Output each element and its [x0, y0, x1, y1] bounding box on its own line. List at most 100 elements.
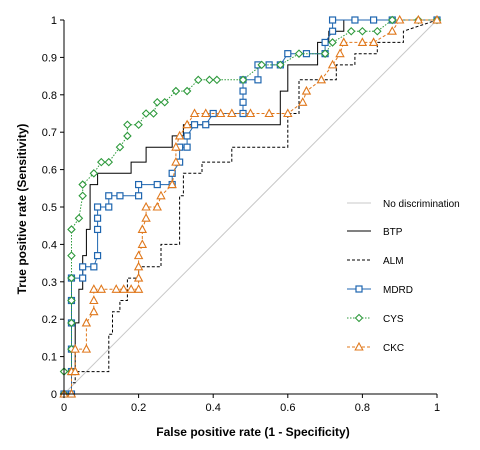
cys-point	[328, 38, 337, 47]
cys-point	[123, 131, 132, 141]
ckc-point	[297, 97, 308, 106]
cys-point	[141, 109, 151, 118]
y-tick-label: 0.1	[42, 352, 57, 364]
y-tick-label: 0.8	[42, 90, 57, 102]
cys-point	[276, 60, 285, 70]
cys-point	[123, 120, 132, 129]
legend-label-alm: ALM	[383, 256, 404, 267]
mdrd-point	[135, 180, 143, 189]
mdrd-point	[239, 98, 247, 106]
y-tick-label: 0.7	[42, 127, 57, 139]
cys-point	[74, 213, 84, 223]
mdrd-point	[153, 180, 161, 189]
legend-item-ckc: CKC	[347, 341, 404, 354]
ckc-point	[133, 284, 144, 293]
cys-point	[182, 86, 192, 96]
legend: No discrimination BTP ALM MDRD CYS CKC	[347, 199, 460, 354]
cys-point	[205, 75, 214, 85]
legend-label-btp: BTP	[383, 227, 403, 238]
ckc-point	[368, 37, 379, 46]
ckc-point	[394, 14, 405, 24]
series-alm	[64, 19, 438, 395]
ckc-point	[387, 26, 397, 35]
alm-line	[64, 19, 438, 395]
legend-item-alm: ALM	[347, 256, 404, 267]
ckc-point	[357, 37, 368, 46]
cys-point	[152, 98, 162, 107]
cys-point	[346, 26, 356, 36]
y-tick-label: 1	[51, 15, 57, 27]
series-ckc	[59, 14, 442, 398]
mdrd-point	[93, 214, 102, 222]
cys-point	[78, 191, 87, 201]
ckc-point	[171, 142, 181, 151]
cys-point	[149, 109, 158, 118]
mdrd-point	[105, 192, 113, 200]
ckc-point	[89, 284, 99, 293]
ckc-point	[152, 201, 162, 211]
mdrd-point	[93, 252, 102, 260]
x-tick-label: 0.2	[131, 402, 146, 414]
ckc-point	[171, 156, 181, 166]
y-tick-label: 0	[51, 389, 57, 401]
y-axis-title: True positive rate (Sensitivity)	[15, 124, 29, 295]
cys-point	[67, 318, 76, 328]
ckc-point	[215, 108, 226, 118]
mdrd-point	[79, 263, 87, 271]
series-no-discrimination	[63, 19, 438, 395]
mdrd-point	[254, 76, 262, 84]
plot-area	[59, 14, 442, 399]
y-tick-label: 0.3	[42, 277, 57, 289]
mdrd-point	[93, 203, 102, 211]
ckc-point	[96, 284, 107, 293]
cys-point	[212, 75, 222, 85]
ckc-point	[156, 190, 166, 200]
cys-point	[67, 296, 76, 305]
mdrd-point	[190, 121, 199, 129]
ckc-point	[81, 343, 92, 353]
mdrd-point	[183, 143, 191, 151]
y-tick-label: 0.9	[42, 52, 57, 64]
ckc-point	[316, 74, 327, 84]
ckc-point	[182, 119, 192, 129]
ckc-point	[432, 14, 442, 24]
mdrd-point	[328, 16, 337, 24]
ckc-point	[167, 179, 177, 189]
ckc-point	[111, 284, 121, 293]
legend-label-no-discrimination: No discrimination	[383, 199, 460, 210]
mdrd-point	[90, 263, 98, 271]
ckc-point	[133, 250, 144, 260]
ckc-point	[245, 108, 256, 118]
ckc-point	[283, 108, 293, 118]
mdrd-point	[265, 61, 273, 69]
ckc-point	[133, 261, 144, 271]
y-tick-label: 0.4	[42, 239, 57, 251]
mdrd-point	[168, 169, 176, 177]
cys-point	[358, 26, 367, 36]
cys-point	[373, 26, 382, 36]
ckc-point	[126, 284, 136, 293]
mdrd-point	[93, 225, 102, 234]
mdrd-point	[239, 87, 247, 95]
cys-point	[67, 273, 76, 283]
ckc-point	[264, 108, 274, 118]
cys-point	[160, 98, 169, 107]
cys-point	[67, 225, 76, 234]
cys-point	[115, 142, 125, 152]
ckc-point	[201, 108, 211, 118]
y-tick-label: 0.2	[42, 314, 57, 326]
ckc-point	[137, 224, 148, 233]
mdrd-point	[116, 192, 124, 200]
ckc-point	[70, 343, 80, 353]
cys-point	[67, 251, 76, 260]
ckc-point	[189, 108, 200, 118]
mdrd-point	[79, 274, 87, 282]
ckc-point	[301, 85, 312, 95]
ckc-point	[89, 295, 99, 305]
mdrd-point	[328, 27, 337, 35]
ckc-point	[327, 59, 338, 69]
ckc-point	[137, 239, 148, 248]
legend-item-no-discrimination: No discrimination	[347, 199, 460, 210]
legend-label-cys: CYS	[383, 314, 404, 325]
x-tick-label: 0	[61, 402, 67, 414]
